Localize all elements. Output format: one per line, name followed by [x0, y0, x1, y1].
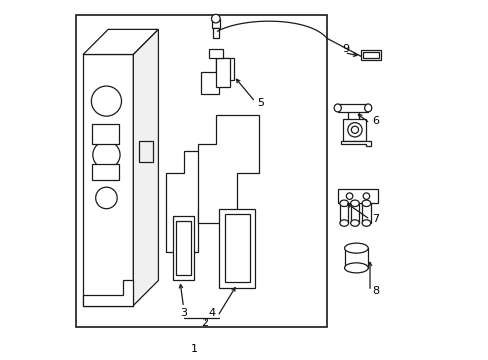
Bar [76, 15, 326, 327]
Bar [339, 203, 348, 223]
Ellipse shape [339, 200, 348, 207]
Bar [92, 125, 119, 144]
Text: 7: 7 [371, 215, 378, 224]
Ellipse shape [344, 263, 367, 273]
Bar [350, 203, 359, 223]
Text: 4: 4 [208, 308, 215, 318]
Polygon shape [340, 140, 370, 146]
Bar [212, 28, 218, 39]
Circle shape [96, 187, 117, 209]
Text: 1: 1 [190, 343, 197, 354]
Circle shape [93, 141, 120, 168]
Circle shape [346, 193, 352, 199]
Polygon shape [165, 151, 215, 252]
Bar [338, 189, 377, 203]
Text: 6: 6 [371, 116, 378, 126]
Polygon shape [176, 221, 190, 275]
Polygon shape [198, 116, 258, 223]
Circle shape [211, 14, 220, 23]
Polygon shape [83, 280, 133, 306]
Bar [92, 164, 119, 180]
Polygon shape [172, 216, 194, 280]
Ellipse shape [339, 220, 348, 226]
Bar [362, 203, 370, 223]
Text: 8: 8 [371, 286, 378, 296]
Ellipse shape [350, 220, 359, 226]
Polygon shape [215, 58, 230, 87]
Ellipse shape [364, 104, 371, 112]
Bar [139, 140, 153, 162]
Text: 5: 5 [257, 98, 264, 108]
Ellipse shape [333, 104, 341, 112]
Ellipse shape [362, 200, 370, 207]
Bar [343, 119, 366, 140]
Ellipse shape [362, 220, 370, 226]
Ellipse shape [344, 243, 367, 253]
Ellipse shape [350, 200, 359, 207]
Bar [208, 49, 223, 58]
Bar [362, 51, 378, 58]
Bar [211, 19, 220, 28]
Circle shape [351, 126, 358, 134]
Circle shape [363, 193, 369, 199]
Bar [360, 50, 380, 60]
Polygon shape [133, 30, 158, 306]
Text: 9: 9 [342, 44, 349, 54]
Polygon shape [83, 30, 158, 54]
Bar [337, 104, 367, 112]
Polygon shape [224, 214, 249, 282]
Polygon shape [219, 209, 255, 288]
Polygon shape [201, 58, 233, 94]
Polygon shape [83, 54, 133, 306]
Text: 3: 3 [180, 308, 186, 318]
Text: 2: 2 [201, 319, 208, 328]
Circle shape [91, 86, 121, 116]
Circle shape [347, 123, 362, 137]
